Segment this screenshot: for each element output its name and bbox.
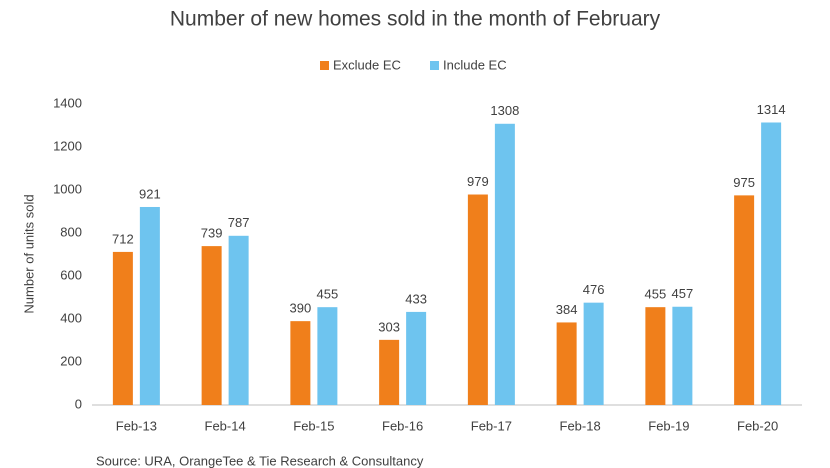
value-label: 457 xyxy=(672,286,694,301)
value-label: 1314 xyxy=(757,102,786,117)
value-label: 476 xyxy=(583,282,605,297)
bar xyxy=(734,195,755,405)
y-tick-label: 1200 xyxy=(53,138,82,153)
bar xyxy=(645,307,666,405)
value-label: 979 xyxy=(467,174,489,189)
x-tick-label: Feb-14 xyxy=(205,418,246,433)
value-label: 787 xyxy=(228,215,250,230)
bar xyxy=(112,251,133,405)
value-label: 390 xyxy=(290,301,312,316)
y-tick-label: 1000 xyxy=(53,181,82,196)
bar xyxy=(494,123,515,405)
source-note: Source: URA, OrangeTee & Tie Research & … xyxy=(96,453,424,468)
chart-title: Number of new homes sold in the month of… xyxy=(170,8,661,31)
x-tick-label: Feb-15 xyxy=(293,418,334,433)
y-axis-label: Number of units sold xyxy=(21,194,36,313)
bar xyxy=(467,194,488,405)
legend-label: Include EC xyxy=(443,57,507,72)
legend-swatch xyxy=(320,61,329,70)
bar xyxy=(761,122,782,406)
y-tick-label: 800 xyxy=(60,224,82,239)
bar xyxy=(556,322,577,405)
x-tick-label: Feb-16 xyxy=(382,418,423,433)
bar xyxy=(379,339,400,405)
bar xyxy=(406,311,427,405)
value-label: 739 xyxy=(201,226,223,241)
bar xyxy=(228,235,249,405)
x-tick-label: Feb-18 xyxy=(560,418,601,433)
x-tick-label: Feb-17 xyxy=(471,418,512,433)
bar xyxy=(583,302,604,405)
value-label: 433 xyxy=(405,291,427,306)
value-label: 455 xyxy=(645,287,667,302)
x-tick-label: Feb-13 xyxy=(116,418,157,433)
value-label: 1308 xyxy=(490,103,519,118)
value-label: 303 xyxy=(378,319,400,334)
y-tick-label: 0 xyxy=(75,396,82,411)
bar xyxy=(201,246,222,405)
x-tick-label: Feb-19 xyxy=(648,418,689,433)
y-tick-label: 1400 xyxy=(53,95,82,110)
bar xyxy=(317,307,338,405)
bar xyxy=(672,306,693,405)
value-label: 975 xyxy=(733,175,755,190)
x-tick-label: Feb-20 xyxy=(737,418,778,433)
value-label: 455 xyxy=(317,287,339,302)
value-label: 921 xyxy=(139,186,161,201)
legend-label: Exclude EC xyxy=(333,57,401,72)
y-tick-label: 200 xyxy=(60,353,82,368)
value-label: 384 xyxy=(556,302,578,317)
y-tick-label: 400 xyxy=(60,310,82,325)
bar xyxy=(290,321,311,405)
y-tick-label: 600 xyxy=(60,267,82,282)
bar xyxy=(139,206,160,405)
value-label: 712 xyxy=(112,231,134,246)
legend-swatch xyxy=(430,61,439,70)
